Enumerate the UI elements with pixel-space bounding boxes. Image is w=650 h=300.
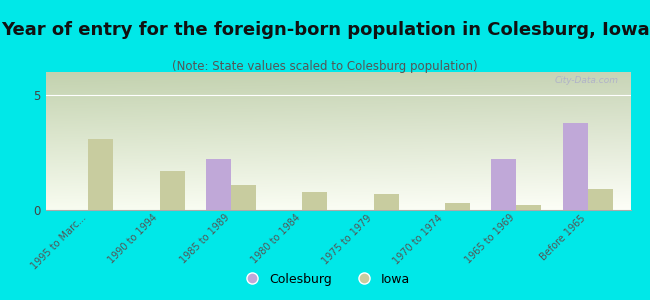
Text: Year of entry for the foreign-born population in Colesburg, Iowa: Year of entry for the foreign-born popul… — [1, 21, 649, 39]
Bar — [206, 159, 231, 210]
Legend: Colesburg, Iowa: Colesburg, Iowa — [235, 268, 415, 291]
Bar — [88, 139, 113, 210]
Bar — [160, 171, 185, 210]
Bar — [445, 203, 470, 210]
Text: City-Data.com: City-Data.com — [555, 76, 619, 85]
Bar — [516, 206, 541, 210]
Bar — [491, 159, 516, 210]
Bar — [563, 123, 588, 210]
Bar — [374, 194, 398, 210]
Bar — [302, 192, 328, 210]
Bar — [231, 185, 256, 210]
Text: (Note: State values scaled to Colesburg population): (Note: State values scaled to Colesburg … — [172, 60, 478, 73]
Bar — [588, 189, 613, 210]
